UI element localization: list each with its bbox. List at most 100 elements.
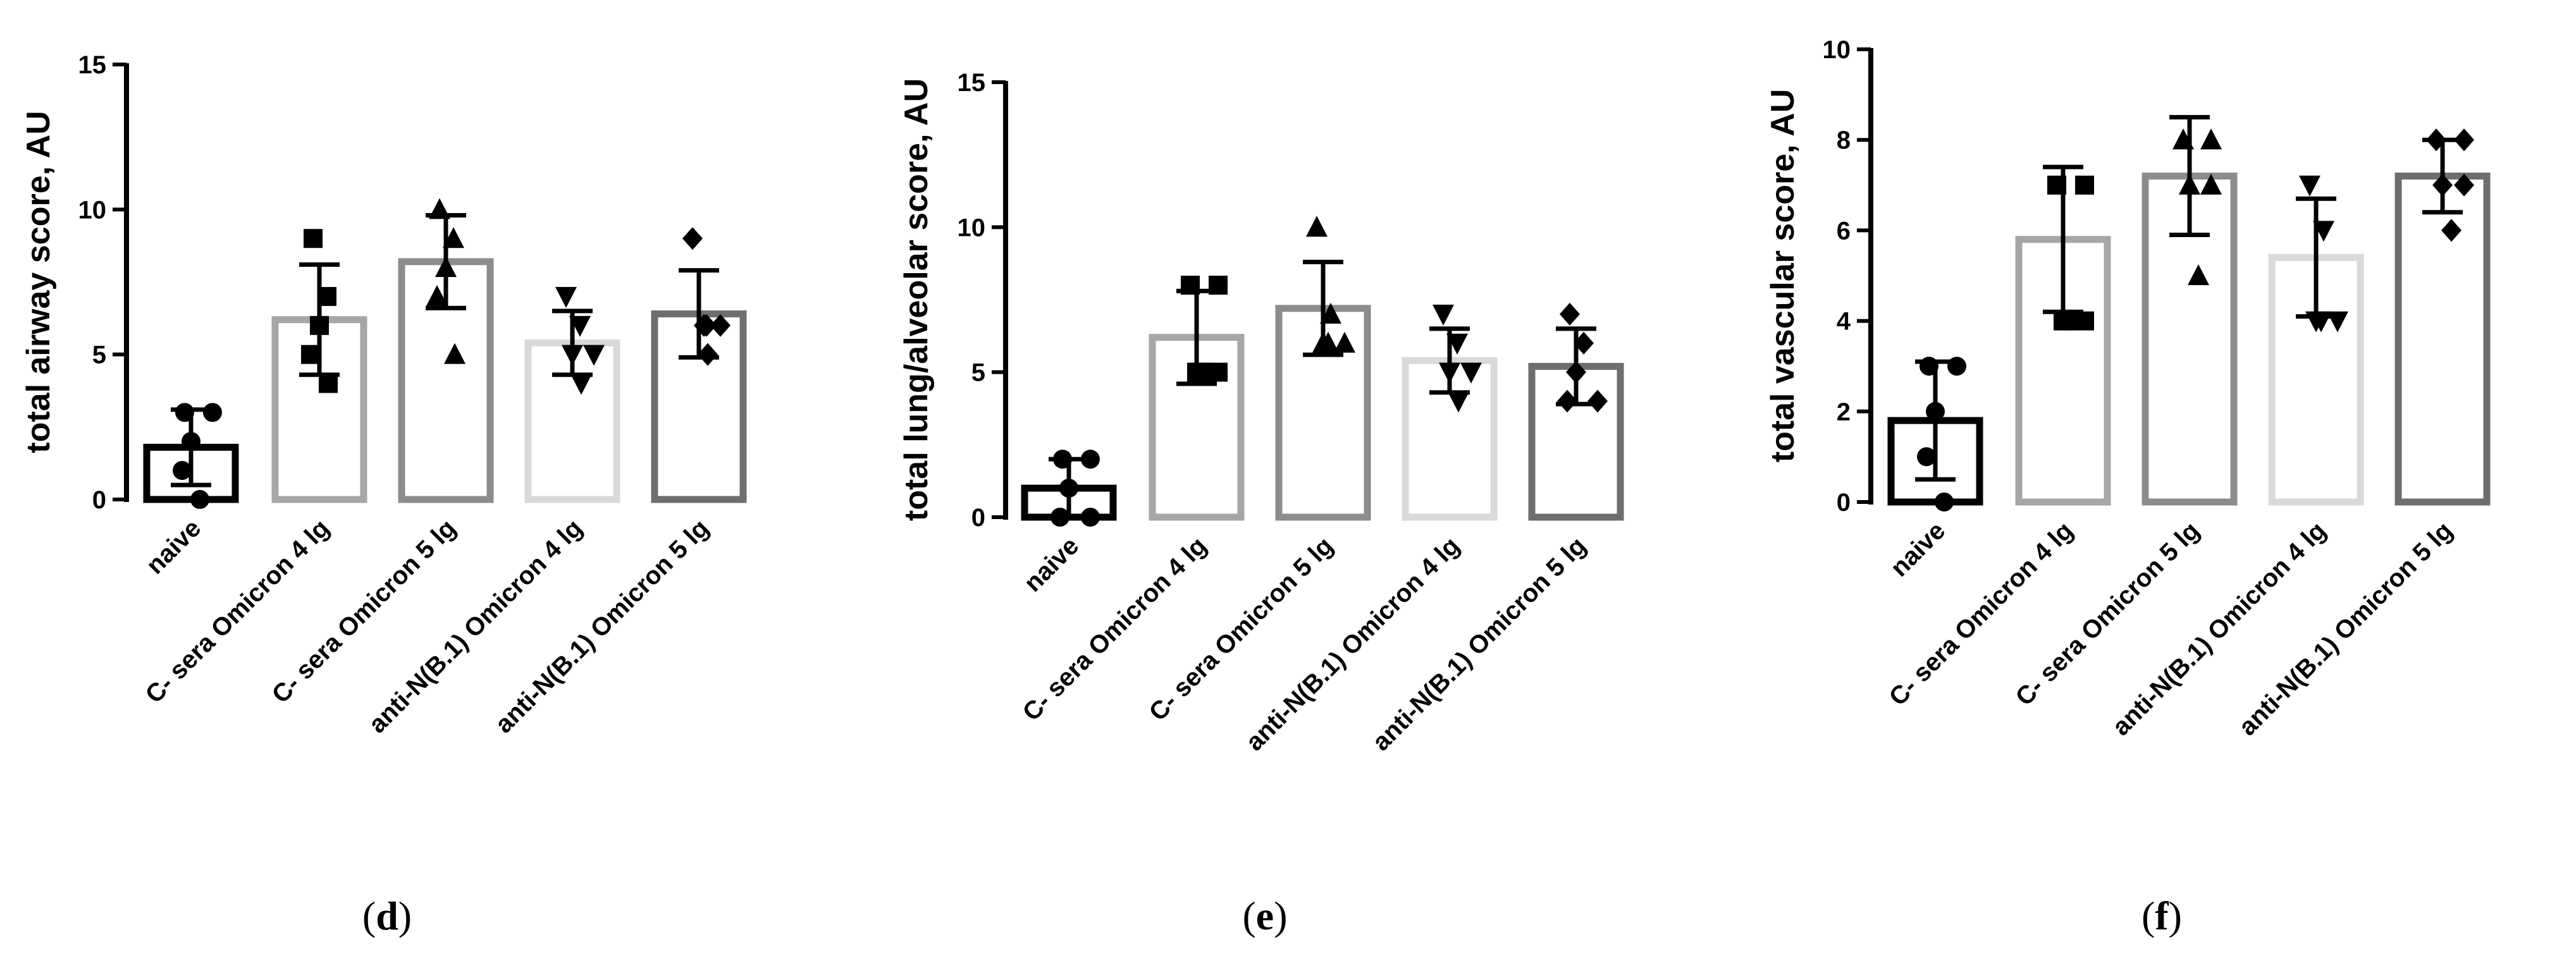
y-tick-label: 15 xyxy=(78,51,107,79)
data-point xyxy=(443,227,464,248)
data-point xyxy=(1433,304,1454,326)
x-category-label: anti-N(B.1) Omicron 5 lg xyxy=(1367,532,1592,756)
data-point xyxy=(2047,175,2066,195)
x-category-label: naive xyxy=(141,514,206,579)
data-point xyxy=(1059,479,1078,498)
data-point xyxy=(1081,508,1100,527)
data-point xyxy=(570,374,592,395)
data-point xyxy=(301,345,320,364)
y-tick-label: 10 xyxy=(1823,36,1851,64)
data-point xyxy=(1460,362,1482,384)
data-point xyxy=(583,345,605,366)
data-point xyxy=(429,198,450,219)
data-point xyxy=(2299,175,2320,197)
data-point xyxy=(2327,311,2348,333)
data-point xyxy=(1053,450,1072,469)
x-category-label: anti-N(B.1) Omicron 4 lg xyxy=(364,514,588,738)
data-point xyxy=(310,315,329,335)
y-tick-label: 5 xyxy=(92,341,106,369)
y-tick-label: 8 xyxy=(1837,126,1851,154)
data-point xyxy=(1446,333,1468,355)
data-point xyxy=(1320,302,1341,324)
panel-label: (d) xyxy=(362,893,412,938)
y-tick-label: 4 xyxy=(1837,308,1851,336)
data-point xyxy=(1334,331,1355,353)
data-point xyxy=(1306,216,1328,237)
x-category-label: anti-N(B.1) Omicron 4 lg xyxy=(2107,517,2332,741)
y-tick-label: 6 xyxy=(1837,217,1851,245)
x-category-label: naive xyxy=(1885,517,1950,582)
data-point xyxy=(2059,311,2078,331)
data-point xyxy=(2313,221,2334,242)
data-point xyxy=(2200,173,2222,195)
data-point xyxy=(2200,128,2222,150)
x-category-label: anti-N(B.1) Omicron 5 lg xyxy=(2234,517,2458,741)
data-point xyxy=(2310,311,2332,333)
data-point xyxy=(682,227,703,250)
data-point xyxy=(2075,175,2094,195)
data-point xyxy=(1935,493,1954,511)
y-tick-label: 2 xyxy=(1837,398,1851,426)
data-point xyxy=(698,343,718,366)
data-point xyxy=(1317,331,1339,353)
data-point xyxy=(1448,391,1469,413)
data-point xyxy=(1566,360,1586,384)
data-point xyxy=(1181,276,1200,295)
y-axis-label: total airway score, AU xyxy=(20,111,57,453)
data-point xyxy=(555,286,577,308)
data-point xyxy=(190,490,209,509)
chart-panel-e: 0 5 10 15 total lung/alveolar score, AU naive… xyxy=(898,69,1624,938)
y-tick-label: 0 xyxy=(92,486,106,514)
data-point xyxy=(2179,173,2200,195)
data-point xyxy=(304,229,323,248)
data-point xyxy=(2426,128,2446,152)
data-point xyxy=(1192,362,1211,382)
data-point xyxy=(1557,389,1577,413)
data-point xyxy=(426,285,448,306)
data-point xyxy=(2432,173,2453,197)
panel-label: (f) xyxy=(2142,893,2182,938)
data-point xyxy=(182,432,200,451)
y-tick-label: 15 xyxy=(958,69,986,97)
y-axis-label: total vascular score, AU xyxy=(1765,89,1801,463)
y-tick-label: 0 xyxy=(1837,489,1851,517)
data-point xyxy=(2188,264,2209,285)
data-point xyxy=(1574,331,1594,355)
data-point xyxy=(1081,450,1100,469)
data-point xyxy=(1209,276,1228,295)
data-point xyxy=(173,461,192,481)
data-point xyxy=(1917,447,1936,467)
data-point xyxy=(317,286,336,306)
data-point xyxy=(444,343,465,364)
data-point xyxy=(1926,401,1945,421)
data-point xyxy=(2441,219,2462,242)
y-tick-label: 10 xyxy=(78,196,107,224)
data-point xyxy=(1947,357,1966,376)
y-tick-label: 5 xyxy=(971,359,985,387)
data-point xyxy=(2454,173,2474,197)
data-point xyxy=(1209,362,1228,382)
data-point xyxy=(694,314,714,337)
data-point xyxy=(1920,357,1938,376)
x-category-label: naive xyxy=(1019,532,1084,597)
data-point xyxy=(562,345,583,366)
bar xyxy=(2394,172,2491,506)
y-tick-label: 0 xyxy=(971,504,985,532)
data-point xyxy=(1051,508,1069,527)
y-tick-label: 10 xyxy=(958,214,986,242)
data-point xyxy=(2454,128,2474,152)
data-point xyxy=(435,256,457,278)
data-point xyxy=(2075,311,2094,331)
x-category-label: anti-N(B.1) Omicron 4 lg xyxy=(1241,532,1465,756)
data-point xyxy=(710,314,730,337)
data-point xyxy=(2172,128,2194,150)
data-point xyxy=(1439,362,1460,384)
x-category-label: anti-N(B.1) Omicron 5 lg xyxy=(490,514,715,738)
data-point xyxy=(1587,389,1608,413)
data-point xyxy=(175,403,194,422)
y-axis-label: total lung/alveolar score, AU xyxy=(898,78,935,521)
data-point xyxy=(319,374,338,393)
